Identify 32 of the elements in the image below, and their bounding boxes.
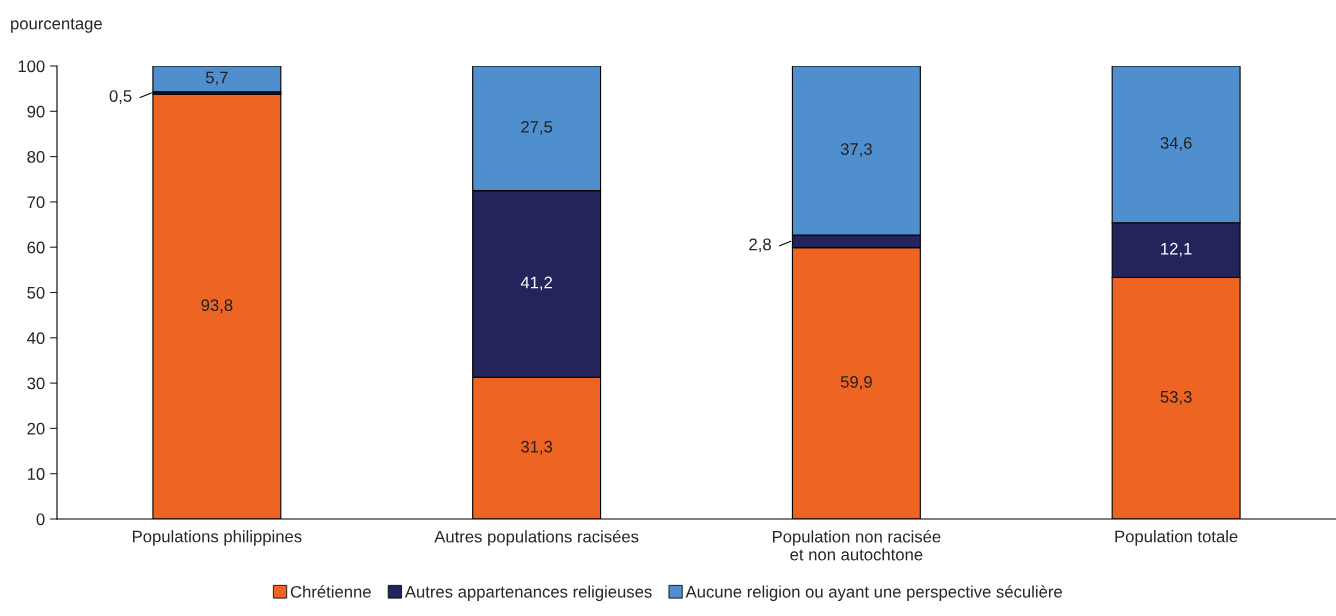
x-tick-label: Autres populations racisées [434, 530, 639, 546]
data-label: 0,5 [109, 90, 132, 104]
y-tick-label: 30 [27, 377, 45, 390]
data-label: 93,8 [201, 299, 233, 313]
data-label: 41,2 [520, 276, 553, 291]
y-axis-title: pourcentage [11, 18, 102, 33]
data-label: 27,5 [521, 120, 553, 135]
x-tick-label: Populations philippines [133, 530, 302, 546]
data-label: 59,9 [840, 376, 872, 390]
data-label: 31,3 [521, 440, 553, 455]
y-tick-label: 20 [27, 422, 45, 435]
y-tick-label: 90 [27, 105, 45, 118]
data-label: 34,6 [1160, 137, 1192, 151]
y-tick-label: 50 [27, 286, 45, 299]
y-tick-label: 80 [27, 151, 45, 163]
data-label: 53,3 [1160, 390, 1192, 405]
data-label: 37,3 [840, 143, 872, 157]
data-label: 12,1 [1161, 242, 1192, 257]
legend-label: Autres appartenances religieuses [404, 585, 652, 601]
data-label: 5,7 [205, 71, 228, 86]
y-tick-label: 0 [36, 513, 45, 526]
x-tick-label: Population totale [1115, 530, 1238, 546]
y-tick-label: 100 [18, 60, 45, 73]
y-tick-label: 70 [27, 196, 45, 209]
data-label: 2,8 [749, 238, 771, 253]
bar [152, 66, 282, 93]
legend-label: Aucune religion ou ayant une perspective séculière [685, 585, 1062, 601]
y-tick-label: 60 [27, 241, 45, 254]
y-tick-label: 10 [27, 468, 45, 480]
y-tick-label: 40 [27, 332, 45, 344]
x-tick-label: Population non racisée et non autochtone [772, 530, 941, 561]
legend-label: Chrétienne [290, 585, 371, 598]
